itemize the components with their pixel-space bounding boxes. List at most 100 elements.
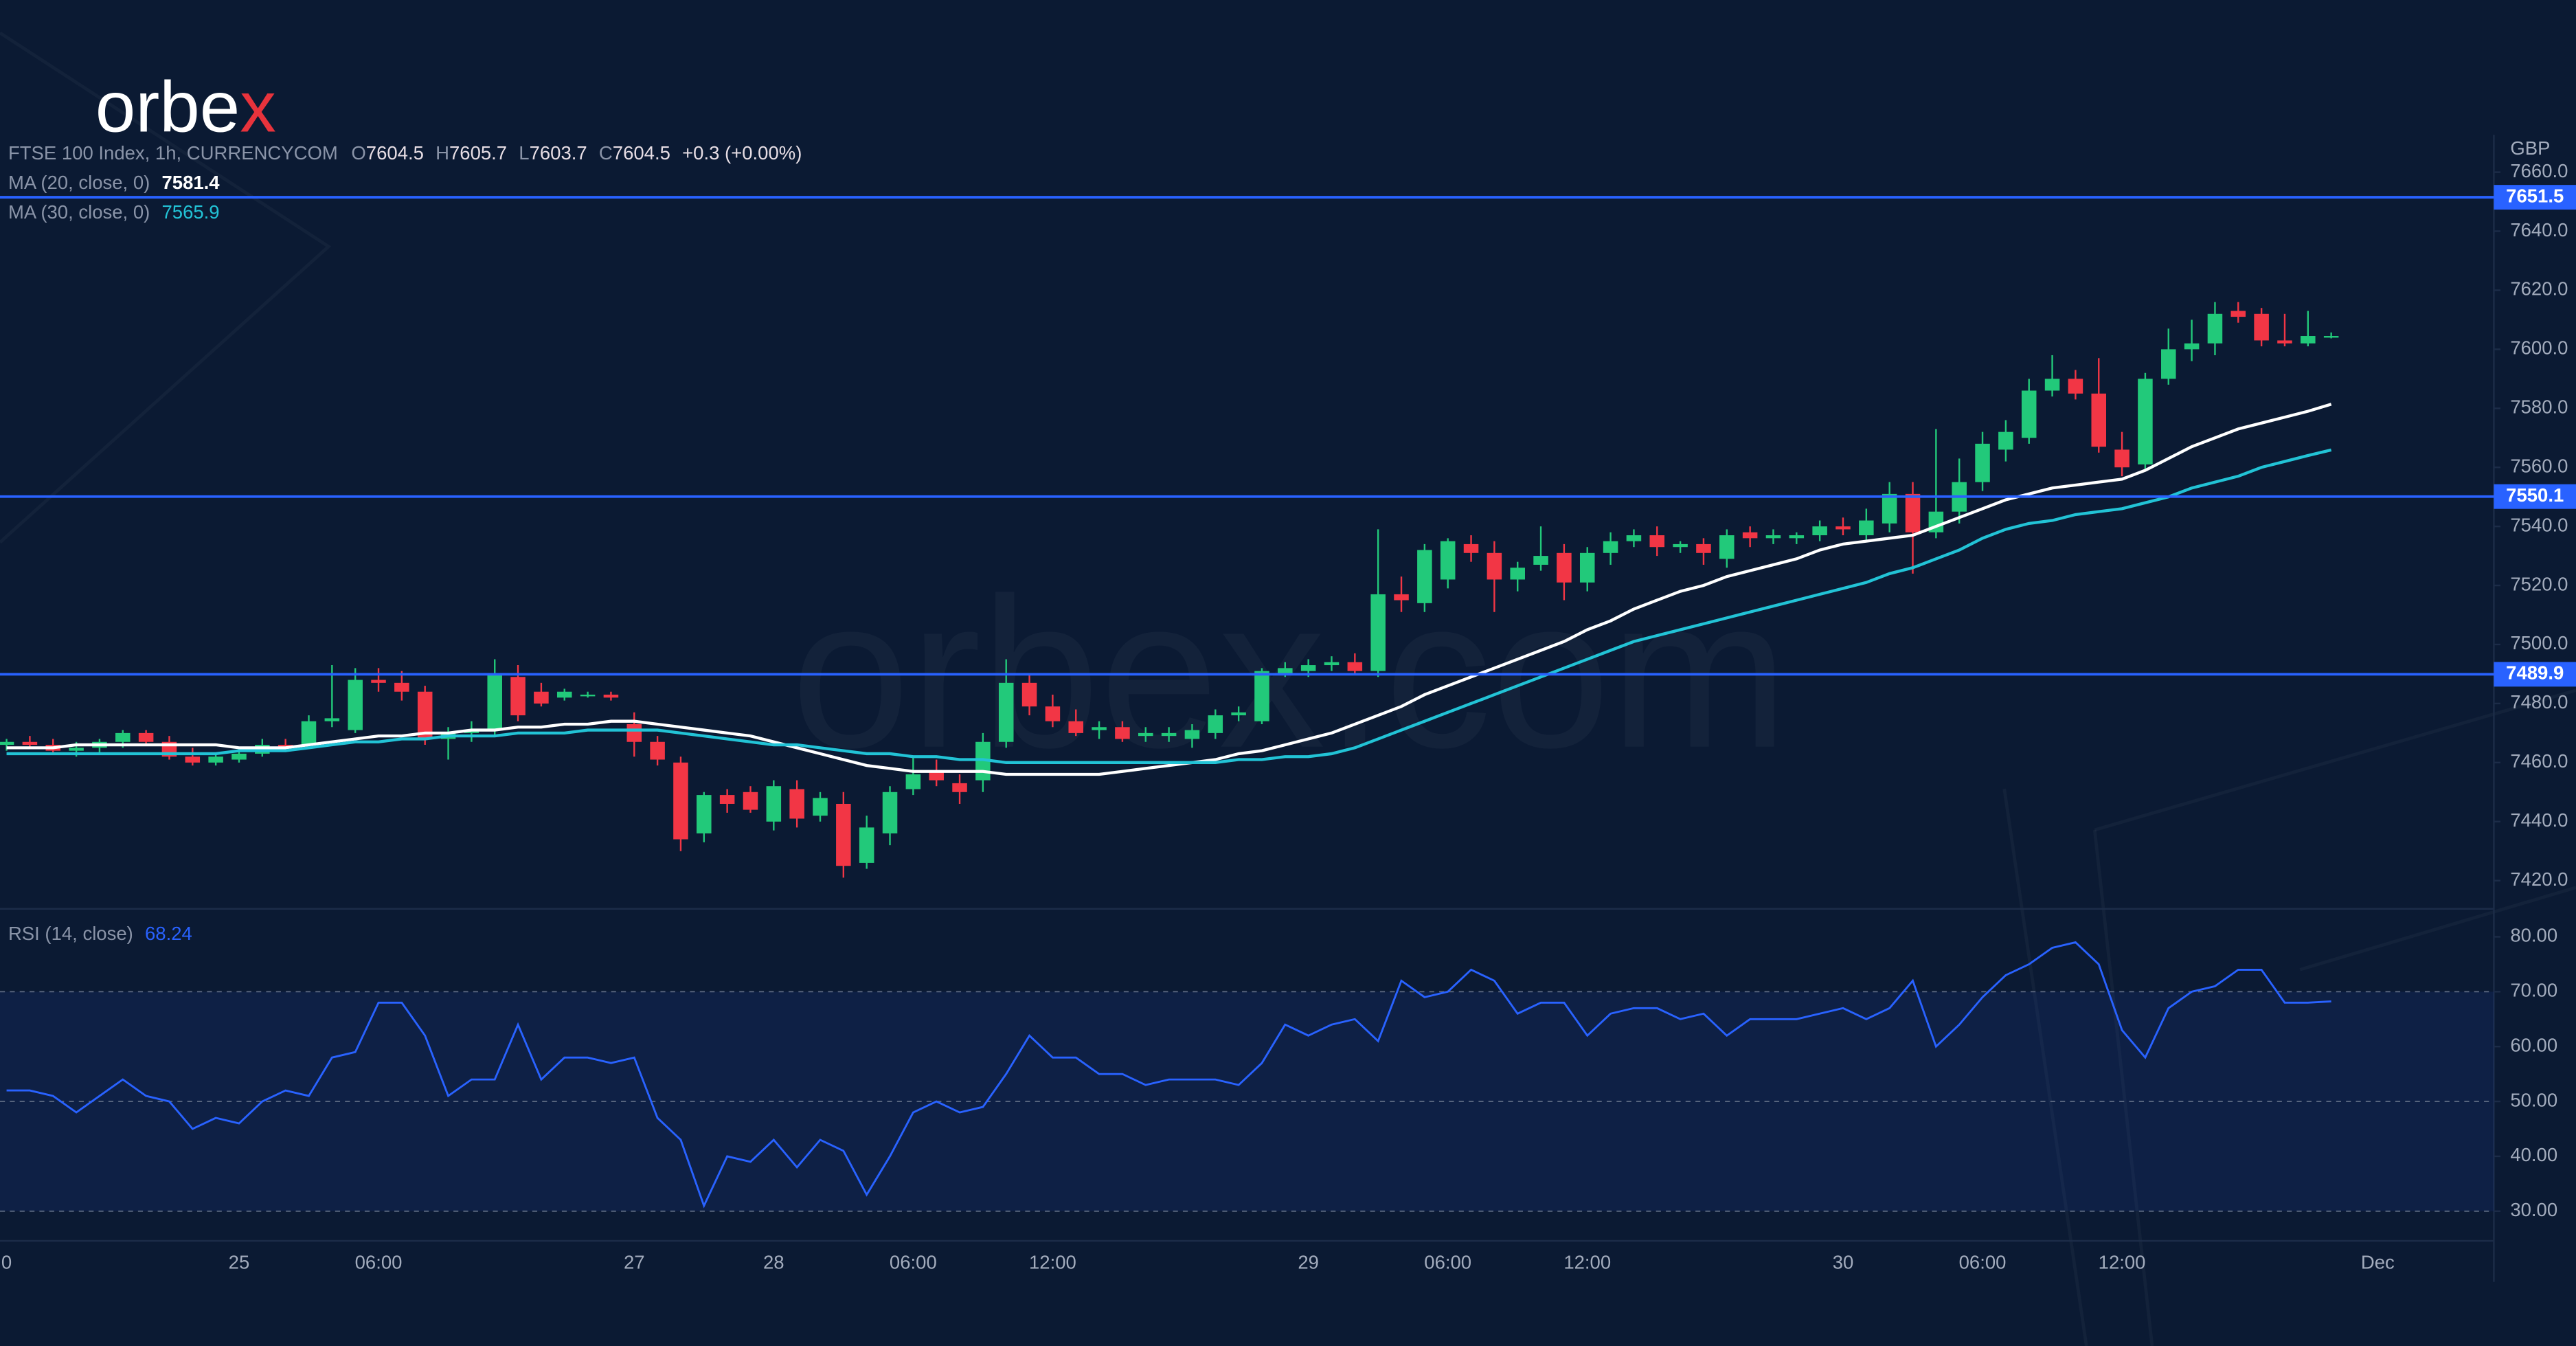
candle-body xyxy=(1557,552,1572,583)
candle-body xyxy=(348,680,363,730)
level-label-bg xyxy=(2494,662,2576,687)
candle-body xyxy=(1905,493,1921,532)
candle-body xyxy=(2068,379,2083,394)
plot-area xyxy=(0,196,2494,1212)
x-tick-label: 25 xyxy=(229,1252,250,1273)
candle-body xyxy=(1324,662,1340,666)
candle-body xyxy=(1347,662,1363,671)
candle-body xyxy=(1975,443,1990,482)
legend-entry: MA (20, close, 0) 7581.4 xyxy=(8,172,220,193)
candle-body xyxy=(1254,671,1269,721)
candle-body xyxy=(1626,535,1642,541)
y-tick-label: 7520.0 xyxy=(2510,573,2568,594)
x-tick-label: 29 xyxy=(1298,1252,1319,1273)
ohlc-label: L xyxy=(519,142,529,164)
y-tick-label: 7460.0 xyxy=(2510,750,2568,772)
candle-body xyxy=(1882,493,1897,524)
y-tick-label: 7440.0 xyxy=(2510,809,2568,831)
candle-body xyxy=(185,756,201,763)
candle-body xyxy=(1510,568,1525,580)
candle-body xyxy=(603,695,619,698)
candle-body xyxy=(1045,706,1061,721)
candle-body xyxy=(1115,727,1130,739)
candle-body xyxy=(1184,730,1200,739)
y-tick-label: 80.00 xyxy=(2510,925,2557,946)
candle-body xyxy=(1742,532,1758,539)
candle-body xyxy=(2207,313,2223,344)
x-tick-label: 30 xyxy=(1833,1252,1854,1273)
candle-body xyxy=(1092,727,1107,730)
y-tick-label: 7480.0 xyxy=(2510,691,2568,713)
x-tick-label: 27 xyxy=(624,1252,645,1273)
candle-body xyxy=(766,786,782,822)
legend-label: MA (30, close, 0) xyxy=(8,201,150,223)
candle-body xyxy=(2254,313,2269,341)
candle-body xyxy=(510,677,526,716)
candle-body xyxy=(22,741,38,745)
candle-body xyxy=(1021,682,1037,707)
y-tick-label: 7540.0 xyxy=(2510,514,2568,535)
candle-body xyxy=(417,691,433,739)
x-tick-label: 12:00 xyxy=(1029,1252,1076,1273)
x-tick-label: 12:00 xyxy=(2099,1252,2146,1273)
y-tick-label: 70.00 xyxy=(2510,980,2557,1001)
y-tick-label: 7660.0 xyxy=(2510,160,2568,181)
candle-body xyxy=(534,691,549,704)
candle-body xyxy=(2323,336,2339,338)
ohlc-value: 7603.7 xyxy=(530,142,587,164)
ohlc-value: 7604.5 xyxy=(613,142,670,164)
legend-label: MA (20, close, 0) xyxy=(8,172,150,193)
candle-body xyxy=(626,724,642,742)
candle-body xyxy=(905,774,921,789)
candle-body xyxy=(69,748,84,751)
candle-body xyxy=(1835,526,1851,530)
candle-body xyxy=(2277,340,2292,344)
logo-accent: x xyxy=(240,67,276,147)
candle-body xyxy=(371,680,386,683)
y-tick-label: 7560.0 xyxy=(2510,455,2568,476)
candle-body xyxy=(1300,665,1316,671)
y-tick-label: 7500.0 xyxy=(2510,632,2568,653)
candle-body xyxy=(859,827,874,863)
ohlc-label: H xyxy=(436,142,449,164)
legend-header: FTSE 100 Index, 1h, CURRENCYCOM O7604.5 … xyxy=(8,142,802,164)
candle-body xyxy=(650,741,665,760)
candle-body xyxy=(1487,552,1502,580)
legend-label: RSI (14, close) xyxy=(8,923,133,944)
candle-body xyxy=(1068,721,1084,733)
x-tick-label: 0 xyxy=(1,1252,12,1273)
candle-body xyxy=(1673,543,1688,548)
y-tick-label: 7600.0 xyxy=(2510,337,2568,359)
candle-body xyxy=(324,718,340,721)
candle-body xyxy=(1765,535,1781,539)
y-tick-label: 60.00 xyxy=(2510,1034,2557,1055)
change: +0.3 (+0.00%) xyxy=(682,142,802,164)
candle-body xyxy=(1859,520,1874,536)
level-label: 7550.1 xyxy=(2506,484,2564,506)
candle-body xyxy=(673,762,688,840)
candle-body xyxy=(719,795,735,804)
ohlc-label: C xyxy=(599,142,613,164)
y-tick-label: 50.00 xyxy=(2510,1089,2557,1110)
y-tick-label: 7640.0 xyxy=(2510,219,2568,240)
x-tick-label: 06:00 xyxy=(1959,1252,2007,1273)
x-tick-label: 06:00 xyxy=(1424,1252,1471,1273)
candle-body xyxy=(1812,526,1827,536)
candle-body xyxy=(1138,732,1153,737)
level-label-bg xyxy=(2494,185,2576,210)
candle-body xyxy=(1696,543,1711,553)
candle-body xyxy=(998,682,1014,742)
candle-body xyxy=(882,792,898,833)
candle-body xyxy=(1789,535,1805,539)
candle-body xyxy=(115,732,131,742)
logo: orbex xyxy=(95,67,276,147)
candle-body xyxy=(1231,712,1246,716)
candle-body xyxy=(1533,556,1548,565)
candle-body xyxy=(952,783,967,792)
candle-body xyxy=(2161,349,2176,379)
candle-body xyxy=(231,753,247,760)
candle-body xyxy=(138,732,154,742)
ohlc-label: O xyxy=(351,142,365,164)
logo-part: orbe xyxy=(95,67,240,147)
